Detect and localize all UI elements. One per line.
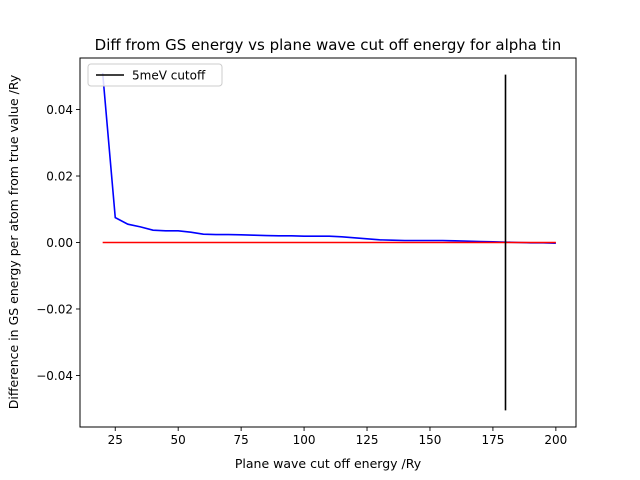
x-tick-label: 75	[233, 433, 248, 447]
legend-box	[87, 63, 223, 87]
x-tick-label: 175	[481, 433, 504, 447]
x-tick-label: 100	[293, 433, 316, 447]
x-axis: 25 50 75 100 125 150 175 200	[108, 427, 567, 447]
legend: 5meV cutoff	[87, 63, 223, 87]
y-tick-label: −0.02	[36, 302, 73, 316]
x-tick-label: 200	[544, 433, 567, 447]
y-tick-label: 0.02	[46, 170, 73, 184]
series-line-1	[101, 72, 556, 244]
x-tick-label: 150	[419, 433, 442, 447]
x-tick-label: 125	[356, 433, 379, 447]
y-axis-label: Difference in GS energy per atom from tr…	[6, 74, 21, 409]
y-tick-label: −0.04	[36, 369, 73, 383]
x-tick-label: 50	[171, 433, 186, 447]
legend-label: 5meV cutoff	[132, 69, 206, 83]
x-tick-label: 25	[108, 433, 123, 447]
chart-title: Diff from GS energy vs plane wave cut of…	[95, 36, 562, 54]
y-tick-label: 0.00	[46, 236, 73, 250]
y-tick-label: 0.04	[46, 103, 73, 117]
x-axis-label: Plane wave cut off energy /Ry	[235, 456, 422, 471]
y-axis: −0.04 −0.02 0.00 0.02 0.04	[36, 103, 80, 383]
